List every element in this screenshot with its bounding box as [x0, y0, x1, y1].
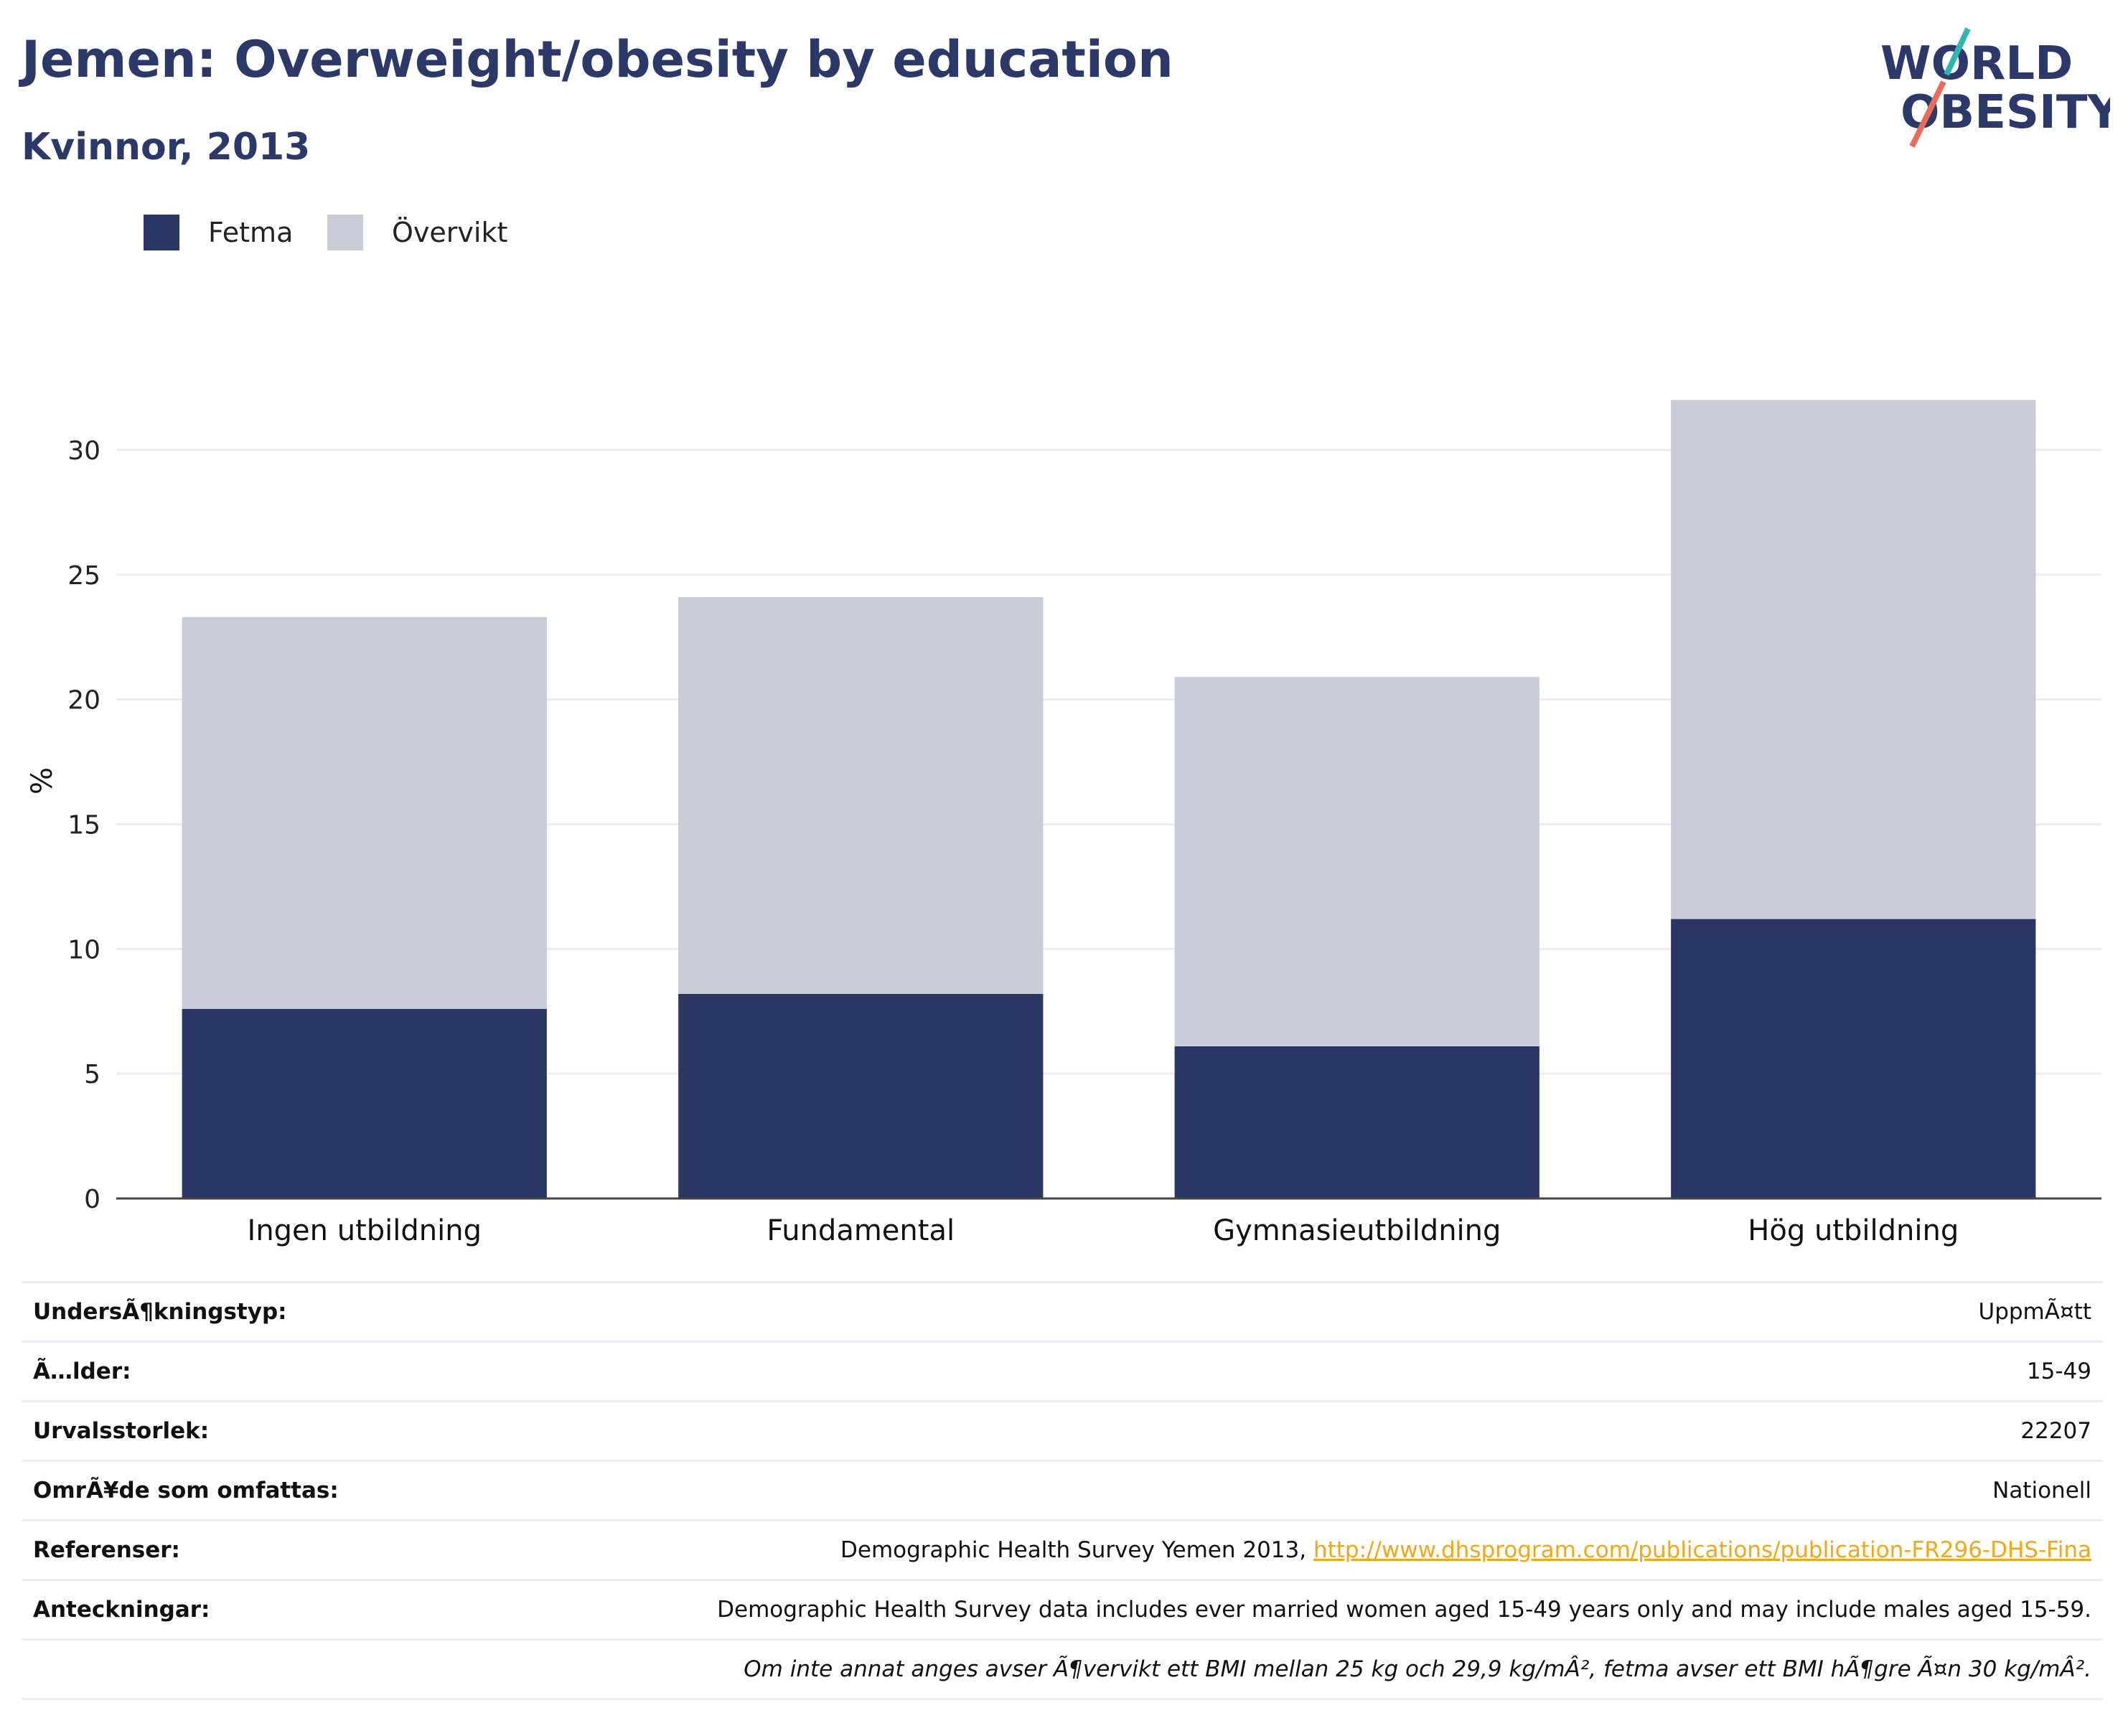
- table-row: Ã…lder: 15-49: [22, 1341, 2103, 1402]
- x-axis: Ingen utbildning Fundamental Gymnasieutbil…: [116, 1197, 2101, 1247]
- logo-slash-teal: [1944, 27, 1971, 76]
- info-key-area: OmrÃ¥de som omfattas:: [22, 1460, 475, 1521]
- y-tick-label: 20: [67, 686, 100, 715]
- bar-fetma[interactable]: [678, 993, 1044, 1198]
- logo-text-world: WORLD: [1880, 37, 2073, 90]
- y-tick-label: 0: [84, 1185, 100, 1214]
- world-obesity-logo: WORLD OBESITY: [1880, 27, 2110, 148]
- bar-fetma[interactable]: [182, 1008, 547, 1198]
- info-value-area: Nationell: [475, 1460, 2103, 1521]
- info-value-references: Demographic Health Survey Yemen 2013, ht…: [475, 1519, 2103, 1580]
- logo-slash-coral: [1909, 80, 1946, 148]
- bar-overvikt[interactable]: [1671, 400, 2036, 919]
- table-row: Urvalsstorlek: 22207: [22, 1400, 2103, 1461]
- bar-overvikt[interactable]: [182, 616, 547, 1009]
- bar-chart: 0 5 10 15 20 25 30 Ingen utbildning Fundamental…: [26, 400, 2101, 1247]
- bmi-footnote: Om inte annat anges avser Ã¶vervikt ett …: [475, 1638, 2103, 1700]
- y-tick-label: 15: [67, 810, 100, 840]
- info-value-notes: Demographic Health Survey data includes …: [475, 1579, 2103, 1640]
- y-axis: 0 5 10 15 20 25 30: [67, 436, 100, 1214]
- bars: [182, 400, 2036, 1198]
- legend-label-overvikt: Övervikt: [392, 217, 508, 248]
- bar-fetma[interactable]: [1671, 919, 2036, 1198]
- info-value-sample-size: 22207: [475, 1400, 2103, 1461]
- y-tick-label: 30: [67, 436, 100, 466]
- info-key-sample-size: Urvalsstorlek:: [22, 1400, 475, 1461]
- legend-swatch-overvikt: [327, 215, 363, 250]
- reference-link[interactable]: http://www.dhsprogram.com/publications/p…: [1313, 1537, 2091, 1563]
- info-key-notes: Anteckningar:: [22, 1579, 475, 1640]
- table-row: OmrÃ¥de som omfattas: Nationell: [22, 1460, 2103, 1521]
- x-tick-label: Fundamental: [767, 1214, 955, 1247]
- x-tick-label: Gymnasieutbildning: [1213, 1214, 1501, 1247]
- info-key-age: Ã…lder:: [22, 1341, 475, 1402]
- table-row: Anteckningar: Demographic Health Survey …: [22, 1579, 2103, 1640]
- info-key-empty: [22, 1638, 475, 1700]
- info-key-survey-type: UndersÃ¶kningstyp:: [22, 1281, 475, 1342]
- chart-title: Jemen: Overweight/obesity by education: [22, 30, 1173, 89]
- bar-fetma[interactable]: [1174, 1046, 1539, 1198]
- info-key-references: Referenser:: [22, 1519, 475, 1580]
- info-value-survey-type: UppmÃ¤tt: [475, 1281, 2103, 1342]
- table-row: Referenser: Demographic Health Survey Ye…: [22, 1519, 2103, 1580]
- y-tick-label: 25: [67, 561, 100, 591]
- x-tick-label: Hög utbildning: [1748, 1214, 1959, 1247]
- chart-subtitle: Kvinnor, 2013: [22, 126, 311, 169]
- bar-overvikt[interactable]: [678, 597, 1044, 994]
- bar-overvikt[interactable]: [1174, 677, 1539, 1046]
- reference-text: Demographic Health Survey Yemen 2013,: [840, 1537, 1313, 1563]
- table-row: UndersÃ¶kningstyp: UppmÃ¤tt: [22, 1281, 2103, 1342]
- survey-info-table: UndersÃ¶kningstyp: UppmÃ¤tt Ã…lder: 15-4…: [22, 1281, 2103, 1700]
- legend-label-fetma: Fetma: [208, 217, 294, 248]
- info-value-age: 15-49: [475, 1341, 2103, 1402]
- x-tick-label: Ingen utbildning: [248, 1214, 482, 1247]
- legend-swatch-fetma: [144, 215, 179, 250]
- y-tick-label: 10: [67, 935, 100, 965]
- table-row: Om inte annat anges avser Ã¶vervikt ett …: [22, 1638, 2103, 1700]
- y-tick-label: 5: [84, 1060, 100, 1089]
- y-axis-title: %: [26, 767, 59, 794]
